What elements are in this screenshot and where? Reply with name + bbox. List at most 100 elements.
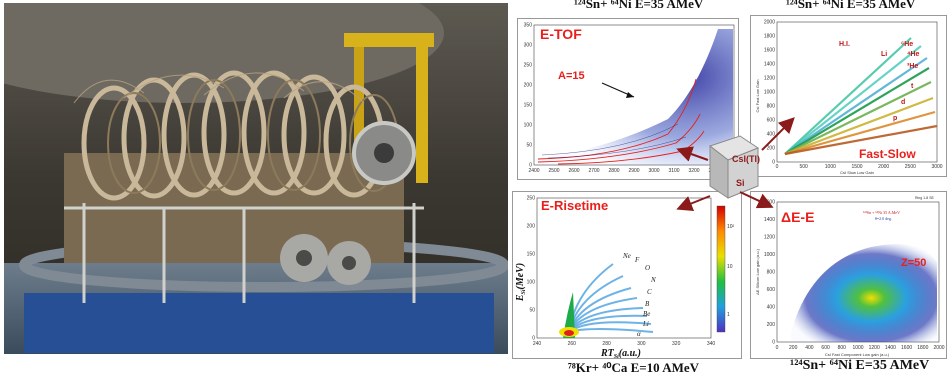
er-ylabel-unit: (MeV) (515, 263, 526, 290)
fs-x-tick: 3000 (931, 164, 942, 170)
er-cbar-tick-2: 1 (727, 312, 730, 318)
er-xlabel-unit: (a.u.) (619, 348, 641, 358)
dee-y-tick: 1000 (764, 252, 775, 258)
etof-x-tick: 2800 (608, 168, 619, 174)
dee-x-tick: 800 (838, 345, 847, 351)
er-cbar-tick-0: 10² (727, 224, 735, 230)
svg-text:ESi(MeV): ESi(MeV) (515, 263, 527, 302)
fastslow-plot: H.I. ⁶He ⁴He Li ³He t d p Fast-Slow CsI … (750, 15, 947, 177)
er-label-o: O (645, 264, 650, 272)
er-xlabel-main: RT (600, 348, 615, 358)
er-y-tick: 0 (532, 336, 535, 342)
er-ylabel-sub: Si (521, 289, 527, 294)
caption-fastslow: ¹²⁴Sn+ ⁶⁴Ni E=35 AMeV (786, 0, 916, 11)
erise-plot: Ne F O N C B Be Li α E-Risetime ESi(MeV)… (512, 191, 742, 360)
dee-title: ΔE-E (781, 209, 814, 225)
er-x-tick: 320 (672, 341, 681, 347)
er-title: E-Risetime (541, 198, 608, 213)
dee-y-tick: 1400 (764, 217, 775, 223)
dee-ylabel: ΔE Silicon Low gain (a.u.) (755, 248, 760, 294)
fs-x-tick: 2500 (905, 164, 916, 170)
er-label-f: F (634, 256, 640, 264)
fs-label-li: Li (881, 51, 887, 58)
fs-ylabel: CsI Fast Low Gain (755, 80, 760, 113)
etof-y-tick: 300 (524, 43, 533, 49)
fs-y-tick: 0 (772, 160, 775, 166)
fs-y-tick: 1200 (764, 76, 775, 82)
er-x-tick: 300 (637, 341, 646, 347)
arrow-to-dee (739, 191, 774, 209)
dee-y-tick: 800 (767, 270, 776, 276)
dee-x-tick: 0 (776, 345, 779, 351)
dee-x-tick: 400 (805, 345, 814, 351)
etof-y-tick: 200 (524, 83, 533, 89)
er-y-tick: 100 (527, 280, 536, 286)
er-xlabel-sub: Si (614, 354, 619, 358)
etof-y-tick: 350 (524, 23, 533, 29)
er-y-tick: 150 (527, 252, 536, 258)
etof-y-tick: 150 (524, 103, 533, 109)
caption-erise: ⁷⁸Kr+ ⁴⁰Ca E=10 AMeV (568, 360, 700, 375)
etof-x-tick: 3200 (688, 168, 699, 174)
dee-legend-2: θ=2.0 deg. (875, 216, 892, 221)
etof-title: E-TOF (540, 26, 582, 42)
etof-x-tick: 3100 (668, 168, 679, 174)
er-label-be: Be (643, 310, 650, 318)
detector-diagram: CsI(Tl) Si (700, 128, 770, 208)
etof-y-tick: 100 (524, 123, 533, 129)
fs-x-tick: 0 (776, 164, 779, 170)
er-y-tick: 200 (527, 224, 536, 230)
caption-dee: ¹²⁴Sn+ ⁶⁴Ni E=35 AMeV (790, 358, 930, 373)
fs-x-tick: 500 (799, 164, 808, 170)
er-ylabel: ESi(MeV) (515, 263, 527, 302)
fs-x-tick: 1500 (851, 164, 862, 170)
fs-label-p: p (893, 115, 897, 122)
dee-y-tick: 600 (767, 287, 776, 293)
er-label-b: B (645, 300, 650, 308)
er-x-tick: 240 (533, 341, 542, 347)
dee-xlabel: CsI Fast Component Low gain (a.u.) (825, 352, 890, 357)
dee-x-tick: 1200 (869, 345, 880, 351)
dee-annotation: Z=50 (901, 257, 926, 269)
fs-y-tick: 1800 (764, 34, 775, 40)
dee-y-tick: 1200 (764, 235, 775, 241)
fs-label-3he: ³He (907, 63, 918, 70)
fs-label-t: t (911, 83, 914, 90)
er-ylabel-main: E (515, 294, 526, 302)
fs-y-tick: 1600 (764, 48, 775, 54)
er-xlabel: RTSi(a.u.) (600, 348, 641, 358)
etof-x-tick: 2400 (528, 168, 539, 174)
dee-legend-1: ¹²⁴Sn + ⁶⁴Ni 35 A.MeV (863, 210, 900, 215)
fs-x-tick: 1000 (825, 164, 836, 170)
dee-x-tick: 1600 (901, 345, 912, 351)
arrow-to-erise (676, 195, 711, 211)
etof-x-tick: 2900 (628, 168, 639, 174)
er-x-tick: 340 (707, 341, 716, 347)
er-label-c: C (647, 288, 652, 296)
er-label-alpha: α (637, 330, 641, 338)
fs-xlabel: CsI Slow Low Gain (840, 170, 874, 175)
dee-x-tick: 600 (821, 345, 830, 351)
er-y-tick: 250 (527, 196, 536, 202)
etof-x-tick: 3000 (648, 168, 659, 174)
fs-y-tick: 1400 (764, 62, 775, 68)
fs-label-hi: H.I. (839, 41, 850, 48)
dee-header: Ring 1-8 SE (915, 196, 935, 200)
etof-x-tick: 2600 (568, 168, 579, 174)
etof-y-tick: 250 (524, 63, 533, 69)
fs-title: Fast-Slow (859, 147, 916, 161)
fs-y-tick: 1000 (764, 90, 775, 96)
fs-label-4he: ⁴He (907, 51, 920, 58)
er-x-tick: 280 (602, 341, 611, 347)
fs-y-tick: 600 (767, 118, 776, 124)
dee-y-tick: 400 (767, 305, 776, 311)
er-label-ne: Ne (622, 252, 631, 260)
arrow-to-fastslow (761, 117, 795, 151)
dee-x-tick: 200 (789, 345, 798, 351)
etof-x-tick: 2500 (548, 168, 559, 174)
etof-x-tick: 2700 (588, 168, 599, 174)
detector-label-csi: CsI(Tl) (732, 154, 760, 164)
detector-label-si: Si (736, 178, 745, 188)
caption-etof: ¹²⁴Sn+ ⁶⁴Ni E=35 AMeV (574, 0, 704, 11)
